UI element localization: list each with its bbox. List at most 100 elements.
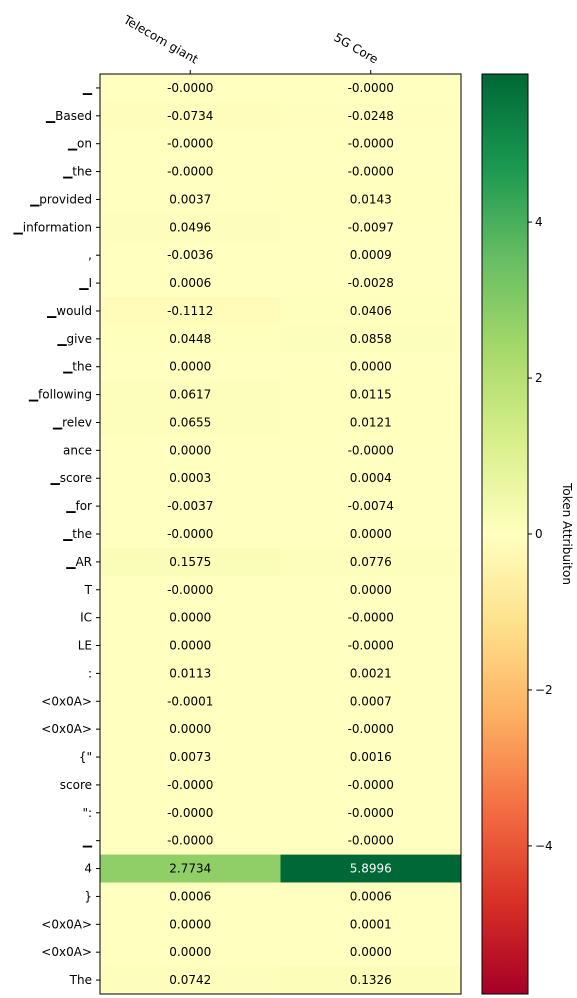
colorbar-label: Token Attribuiton	[560, 482, 574, 585]
cell-value-label: 0.1326	[350, 973, 392, 987]
heatmap-cell	[100, 770, 281, 800]
heatmap-cell	[280, 910, 462, 939]
heatmap-cell	[100, 241, 281, 270]
heatmap-cell	[280, 129, 462, 159]
colorbar-tick-label: −4	[535, 839, 553, 853]
row-label: ▁provided	[29, 192, 92, 206]
heatmap-cell	[100, 603, 281, 633]
heatmap-cell	[280, 213, 462, 242]
cell-value-label: -0.1112	[167, 304, 213, 318]
row-label: LE	[78, 639, 92, 653]
heatmap-cell	[100, 715, 281, 744]
heatmap-cell-labels: -0.0000 -0.0000 -0.0734 -0.0248 -0.0000 -0.00…	[167, 81, 394, 987]
heatmap-cell	[280, 743, 462, 772]
cell-value-label: 0.0016	[350, 750, 392, 764]
cell-value-label: 0.0001	[350, 917, 392, 931]
cell-value-label: 0.0000	[169, 611, 211, 625]
row-label: ▁for	[65, 499, 92, 513]
cell-value-label: 0.0000	[169, 722, 211, 736]
heatmap-cell	[100, 352, 281, 382]
heatmap-cells	[100, 74, 462, 995]
heatmap-cell	[100, 631, 281, 660]
cell-value-label: 0.0115	[350, 388, 392, 402]
cell-value-label: -0.0000	[348, 137, 394, 151]
heatmap-cell	[100, 129, 281, 159]
cell-value-label: 0.0858	[350, 332, 392, 346]
heatmap-cell	[280, 74, 462, 103]
heatmap-cell	[100, 910, 281, 939]
cell-value-label: 0.1575	[169, 555, 211, 569]
heatmap-cell	[280, 631, 462, 660]
cell-value-label: -0.0000	[167, 81, 213, 95]
heatmap-cell	[100, 297, 281, 326]
cell-value-label: -0.0000	[348, 639, 394, 653]
heatmap-cell	[100, 520, 281, 549]
cell-value-label: 5.8996	[350, 862, 392, 876]
heatmap-cell	[280, 882, 462, 911]
heatmap-cell	[100, 101, 281, 131]
row-label: ▁information	[13, 220, 93, 234]
heatmap-cell	[100, 185, 281, 214]
heatmap-cell	[100, 436, 281, 465]
heatmap-cell	[100, 854, 281, 883]
cell-value-label: -0.0000	[348, 778, 394, 792]
cell-value-label: 0.0000	[350, 583, 392, 597]
cell-value-label: 0.0000	[350, 945, 392, 959]
row-label: ▁Based	[45, 109, 92, 123]
cell-value-label: 0.0113	[169, 666, 211, 680]
colorbar-tick-label: 0	[535, 527, 543, 541]
row-labels: ▁ ▁Based ▁on ▁the ▁provided ▁information, ▁I ▁w…	[13, 81, 100, 987]
heatmap-cell	[100, 798, 281, 828]
heatmap-cell	[280, 603, 462, 633]
cell-value-label: 0.0000	[169, 360, 211, 374]
row-label: ,	[88, 248, 92, 262]
row-label: T	[84, 583, 93, 597]
cell-value-label: 0.0006	[350, 889, 392, 903]
column-labels: Telecom giant 5G Core	[120, 12, 381, 74]
heatmap-cell	[100, 882, 281, 911]
row-label: The	[69, 973, 92, 987]
cell-value-label: 0.0742	[169, 973, 211, 987]
row-label: ▁relev	[52, 415, 92, 429]
colorbar-ticks: 4 2 0 −2 −4	[528, 215, 553, 853]
row-label: ▁AR	[65, 555, 92, 569]
row-label: ance	[63, 443, 92, 457]
cell-value-label: -0.0000	[348, 611, 394, 625]
heatmap-cell	[100, 464, 281, 493]
cell-value-label: 0.0000	[169, 443, 211, 457]
cell-value-label: 0.0004	[350, 471, 392, 485]
column-label: 5G Core	[331, 30, 380, 66]
cell-value-label: 0.0003	[169, 471, 211, 485]
cell-value-label: -0.0000	[167, 165, 213, 179]
row-label: ▁on	[67, 137, 92, 151]
heatmap-cell	[100, 826, 281, 856]
heatmap-frame	[99, 73, 462, 995]
cell-value-label: 2.7734	[169, 862, 211, 876]
colorbar	[481, 73, 529, 995]
cell-value-label: 0.0655	[169, 415, 211, 429]
heatmap-cell	[100, 966, 281, 995]
cell-value-label: 0.0006	[169, 276, 211, 290]
heatmap-cell	[100, 743, 281, 772]
row-label: <0x0A>	[41, 917, 92, 931]
cell-value-label: -0.0000	[167, 137, 213, 151]
heatmap-cell	[100, 74, 281, 103]
cell-value-label: 0.0009	[350, 248, 392, 262]
cell-value-label: -0.0001	[167, 694, 213, 708]
cell-value-label: 0.0121	[350, 415, 392, 429]
row-label: ▁score	[50, 471, 92, 485]
heatmap-cell	[280, 408, 462, 437]
colorbar-tick-label: −2	[535, 683, 553, 697]
row-label: ▁give	[56, 332, 92, 346]
row-label: ▁	[82, 81, 93, 95]
heatmap-cell	[280, 269, 462, 298]
heatmap-cell	[280, 185, 462, 214]
cell-value-label: 0.0037	[169, 192, 211, 206]
heatmap-cell	[100, 269, 281, 298]
column-label: Telecom giant	[120, 12, 200, 66]
row-label: ▁I	[78, 276, 92, 290]
heatmap-cell	[100, 938, 281, 967]
heatmap-cell	[280, 798, 462, 828]
cell-value-label: 0.0007	[350, 694, 392, 708]
